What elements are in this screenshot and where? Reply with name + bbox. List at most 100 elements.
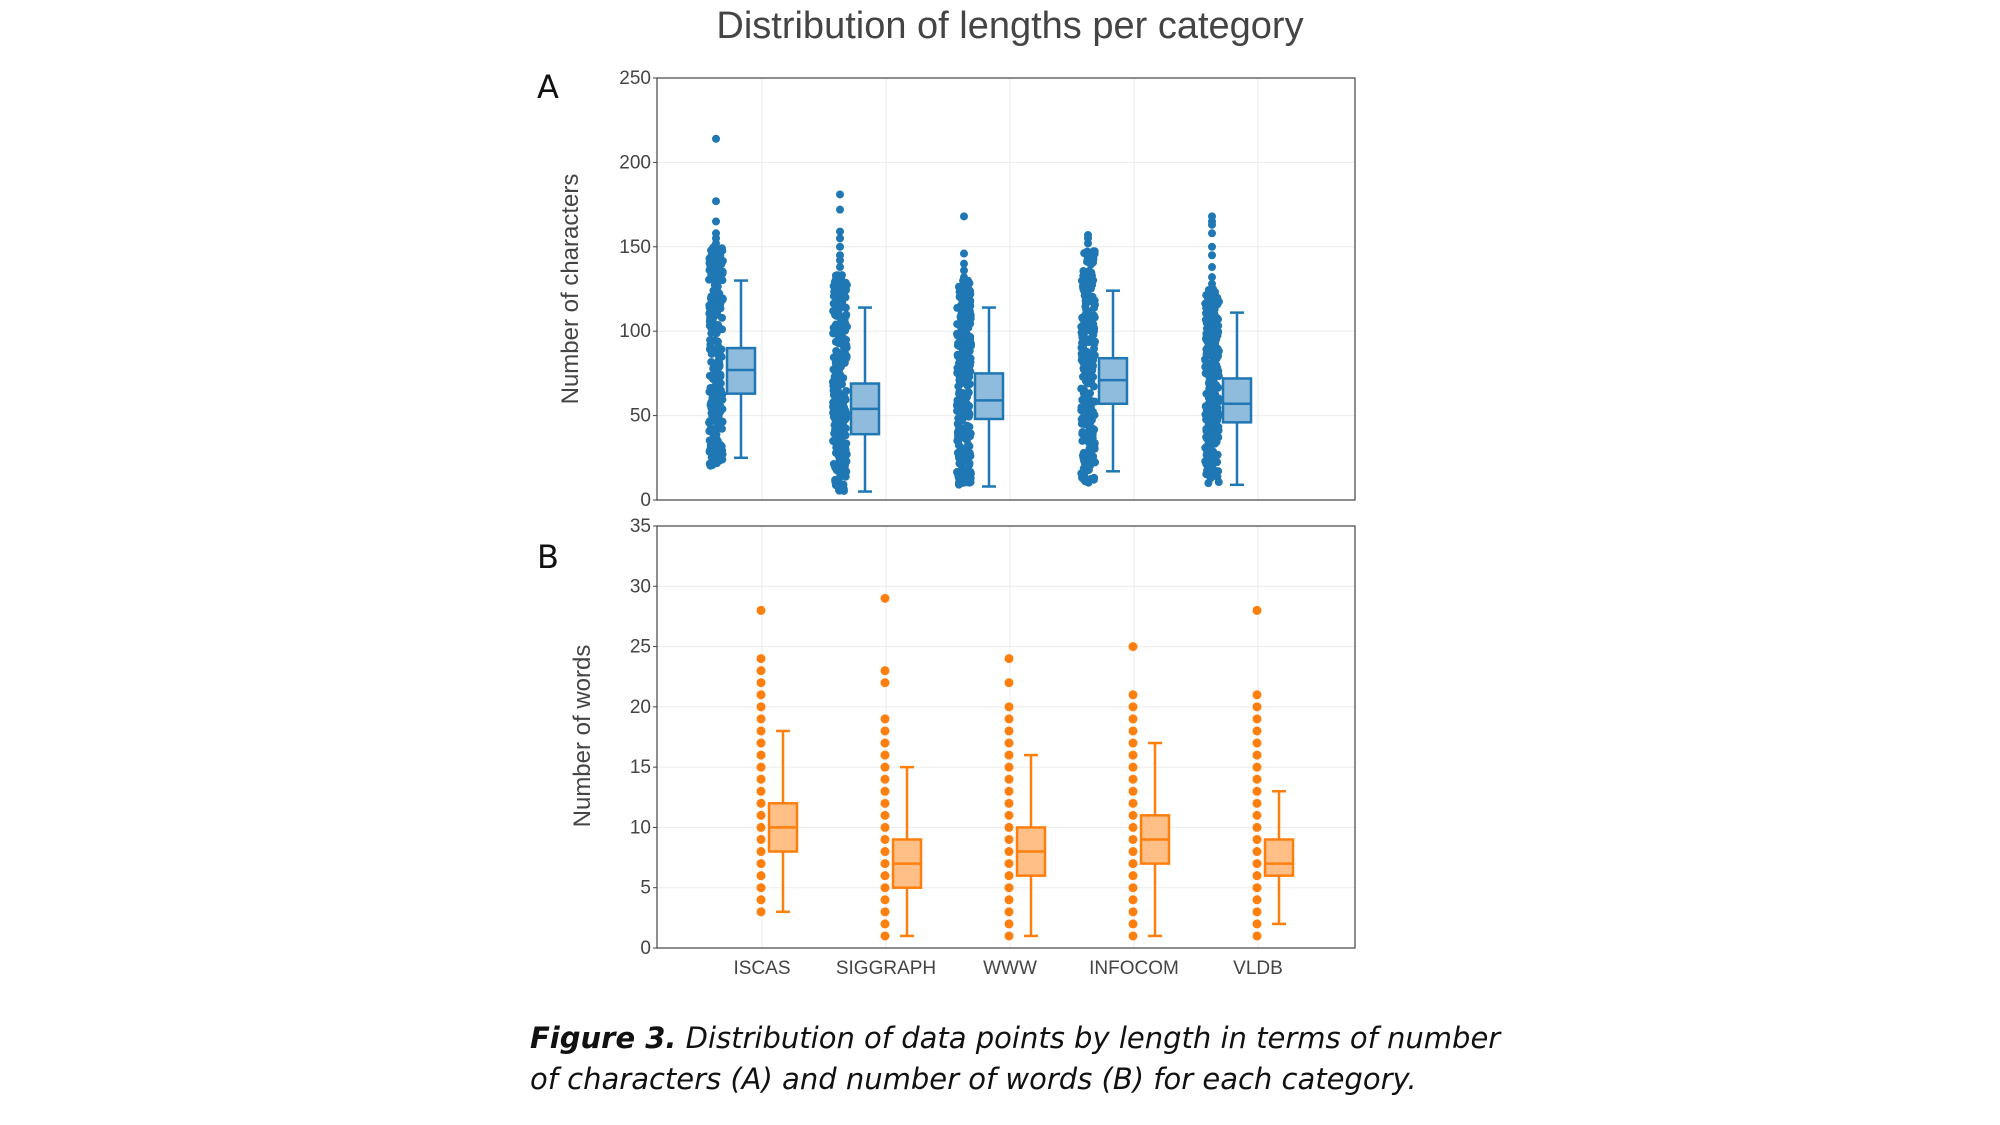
outlier-point bbox=[1208, 212, 1216, 221]
data-point bbox=[1082, 372, 1091, 381]
data-point bbox=[711, 274, 720, 283]
data-point bbox=[1090, 442, 1099, 451]
data-point bbox=[1204, 479, 1213, 488]
data-point bbox=[717, 424, 726, 433]
data-point bbox=[1212, 382, 1221, 391]
x-tick-label: WWW bbox=[983, 958, 1037, 979]
data-point bbox=[1214, 369, 1223, 378]
data-point bbox=[953, 320, 962, 329]
data-point bbox=[756, 605, 766, 615]
data-point bbox=[1252, 847, 1262, 857]
data-point bbox=[1203, 343, 1212, 352]
outlier-point bbox=[1208, 263, 1216, 272]
data-point bbox=[966, 332, 975, 341]
data-point bbox=[756, 714, 766, 724]
y-tick-label: 35 bbox=[630, 516, 651, 537]
data-point bbox=[707, 329, 716, 338]
data-point bbox=[1128, 798, 1138, 808]
y-tick-label: 150 bbox=[619, 237, 651, 258]
data-point bbox=[1089, 382, 1098, 391]
data-point bbox=[1128, 834, 1138, 844]
y-axis-title-b: Number of words bbox=[569, 645, 596, 828]
box-iqr bbox=[973, 372, 1005, 421]
data-point bbox=[1086, 279, 1095, 288]
data-point bbox=[715, 450, 724, 459]
data-point bbox=[835, 425, 844, 434]
data-point bbox=[1252, 774, 1262, 784]
outlier-point bbox=[836, 190, 844, 199]
data-point bbox=[1252, 895, 1262, 905]
outlier-point bbox=[836, 263, 844, 272]
data-point bbox=[1079, 343, 1088, 352]
data-point bbox=[956, 355, 965, 364]
data-point bbox=[712, 286, 721, 295]
data-point bbox=[1004, 871, 1014, 881]
data-point bbox=[963, 421, 972, 430]
data-point bbox=[842, 467, 851, 476]
data-point bbox=[1004, 931, 1014, 941]
data-point bbox=[1004, 810, 1014, 820]
data-point bbox=[1210, 456, 1219, 465]
panel-b-label: B bbox=[537, 538, 559, 576]
data-point bbox=[1081, 356, 1090, 365]
data-point bbox=[1090, 458, 1099, 467]
data-point bbox=[1128, 762, 1138, 772]
data-point bbox=[1208, 327, 1217, 336]
data-point bbox=[756, 798, 766, 808]
data-point bbox=[963, 434, 972, 443]
data-point bbox=[1004, 798, 1014, 808]
data-point bbox=[839, 486, 848, 495]
y-tick-label: 100 bbox=[619, 321, 651, 342]
data-point bbox=[880, 822, 890, 832]
data-point bbox=[1204, 400, 1213, 409]
data-point bbox=[840, 411, 849, 420]
data-point bbox=[834, 330, 843, 339]
data-point bbox=[829, 437, 838, 446]
data-point bbox=[710, 409, 719, 418]
data-point bbox=[1252, 822, 1262, 832]
data-point bbox=[1080, 475, 1089, 484]
outlier-point bbox=[836, 227, 844, 236]
data-point bbox=[1088, 407, 1097, 416]
data-point bbox=[880, 762, 890, 772]
data-point bbox=[831, 337, 840, 346]
data-point bbox=[1252, 883, 1262, 893]
data-point bbox=[1252, 786, 1262, 796]
data-point bbox=[831, 290, 840, 299]
data-point bbox=[880, 883, 890, 893]
data-point bbox=[880, 859, 890, 869]
data-point bbox=[707, 357, 716, 366]
data-point bbox=[880, 786, 890, 796]
data-point bbox=[1211, 338, 1220, 347]
data-point bbox=[1207, 309, 1216, 318]
y-tick-label: 15 bbox=[630, 757, 651, 778]
data-point bbox=[962, 291, 971, 300]
outlier-point bbox=[712, 197, 720, 206]
data-point bbox=[966, 354, 975, 363]
data-point bbox=[1084, 414, 1093, 423]
data-point bbox=[955, 459, 964, 468]
data-point bbox=[716, 299, 725, 308]
data-point bbox=[709, 364, 718, 373]
data-point bbox=[1211, 389, 1220, 398]
data-point bbox=[1128, 702, 1138, 712]
data-point bbox=[880, 919, 890, 929]
data-point bbox=[966, 341, 975, 350]
x-tick-label: VLDB bbox=[1233, 958, 1283, 979]
x-tick-label: INFOCOM bbox=[1089, 958, 1179, 979]
data-point bbox=[756, 666, 766, 676]
data-point bbox=[1252, 702, 1262, 712]
data-point bbox=[1004, 774, 1014, 784]
data-point bbox=[1088, 318, 1097, 327]
data-point bbox=[756, 834, 766, 844]
data-point bbox=[1080, 459, 1089, 468]
data-point bbox=[842, 280, 851, 289]
data-point bbox=[1004, 859, 1014, 869]
data-point bbox=[718, 276, 727, 285]
caption-label: Figure 3. bbox=[530, 1021, 677, 1055]
data-point bbox=[1128, 738, 1138, 748]
data-point bbox=[833, 359, 842, 368]
data-point bbox=[1077, 328, 1086, 337]
data-point bbox=[880, 738, 890, 748]
data-point bbox=[1090, 337, 1099, 346]
